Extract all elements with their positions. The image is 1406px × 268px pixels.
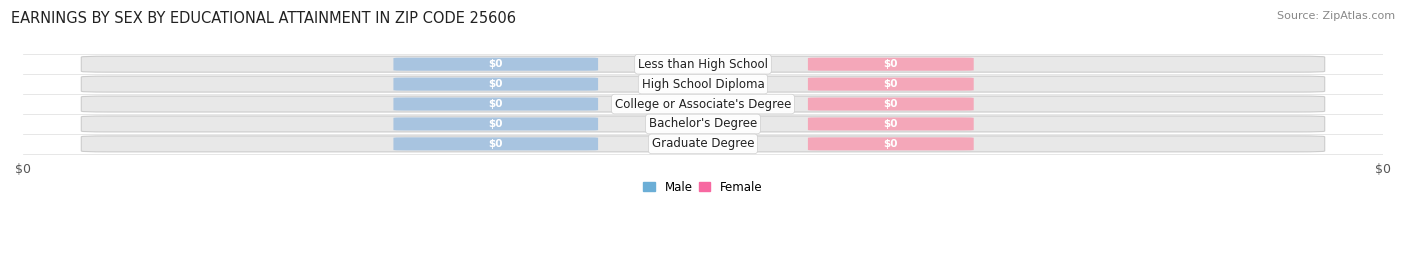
Text: Less than High School: Less than High School xyxy=(638,58,768,71)
Text: EARNINGS BY SEX BY EDUCATIONAL ATTAINMENT IN ZIP CODE 25606: EARNINGS BY SEX BY EDUCATIONAL ATTAINMEN… xyxy=(11,11,516,26)
Text: $0: $0 xyxy=(488,79,503,89)
FancyBboxPatch shape xyxy=(808,77,974,91)
FancyBboxPatch shape xyxy=(394,77,598,91)
FancyBboxPatch shape xyxy=(82,96,1324,112)
FancyBboxPatch shape xyxy=(808,137,974,150)
Text: High School Diploma: High School Diploma xyxy=(641,78,765,91)
FancyBboxPatch shape xyxy=(394,98,598,111)
FancyBboxPatch shape xyxy=(394,117,598,131)
FancyBboxPatch shape xyxy=(808,98,974,111)
FancyBboxPatch shape xyxy=(82,56,1324,72)
Text: $0: $0 xyxy=(488,99,503,109)
Text: Bachelor's Degree: Bachelor's Degree xyxy=(650,117,756,131)
Text: $0: $0 xyxy=(883,79,898,89)
Text: $0: $0 xyxy=(488,59,503,69)
FancyBboxPatch shape xyxy=(82,136,1324,152)
Text: $0: $0 xyxy=(883,59,898,69)
Text: $0: $0 xyxy=(883,99,898,109)
Text: College or Associate's Degree: College or Associate's Degree xyxy=(614,98,792,110)
Text: $0: $0 xyxy=(488,139,503,149)
FancyBboxPatch shape xyxy=(82,116,1324,132)
FancyBboxPatch shape xyxy=(394,58,598,71)
FancyBboxPatch shape xyxy=(82,76,1324,92)
FancyBboxPatch shape xyxy=(808,117,974,131)
Text: $0: $0 xyxy=(488,119,503,129)
FancyBboxPatch shape xyxy=(394,137,598,150)
Text: Source: ZipAtlas.com: Source: ZipAtlas.com xyxy=(1277,11,1395,21)
Legend: Male, Female: Male, Female xyxy=(638,176,768,199)
Text: $0: $0 xyxy=(883,139,898,149)
Text: Graduate Degree: Graduate Degree xyxy=(652,137,754,150)
FancyBboxPatch shape xyxy=(808,58,974,71)
Text: $0: $0 xyxy=(883,119,898,129)
